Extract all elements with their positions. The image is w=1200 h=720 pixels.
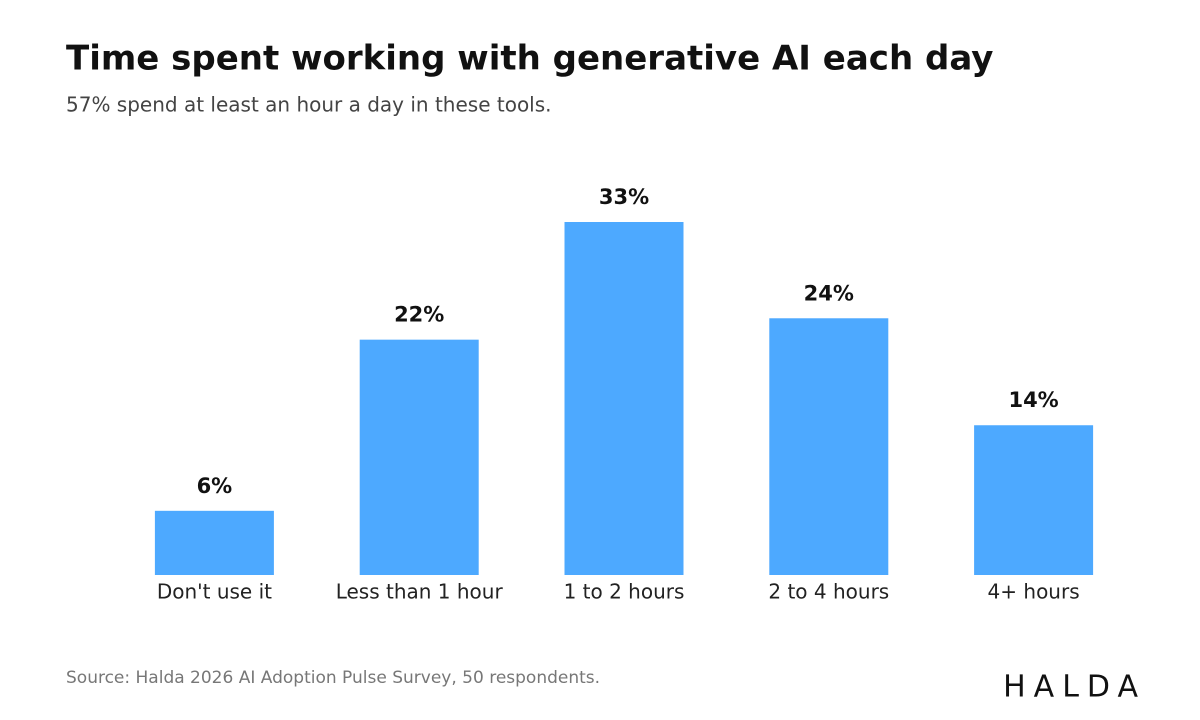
bar [359, 339, 479, 575]
value-label: 33% [599, 185, 649, 209]
logo: HALDA [1003, 670, 1146, 705]
x-tick-label: 2 to 4 hours [768, 580, 889, 604]
bar [564, 222, 684, 575]
bar [769, 318, 889, 575]
chart-title: Time spent working with generative AI ea… [66, 39, 993, 79]
x-tick-label: Less than 1 hour [336, 580, 504, 604]
x-tick-label: Don't use it [157, 580, 272, 604]
value-label: 24% [804, 281, 854, 305]
chart-subtitle: 57% spend at least an hour a day in thes… [66, 93, 552, 117]
value-label: 6% [197, 474, 233, 498]
value-label: 14% [1008, 388, 1058, 412]
source-note: Source: Halda 2026 AI Adoption Pulse Sur… [66, 668, 600, 688]
value-label: 22% [394, 303, 444, 327]
x-tick-label: 4+ hours [988, 580, 1080, 604]
bar [974, 425, 1094, 575]
bar [154, 510, 274, 575]
x-tick-label: 1 to 2 hours [564, 580, 685, 604]
